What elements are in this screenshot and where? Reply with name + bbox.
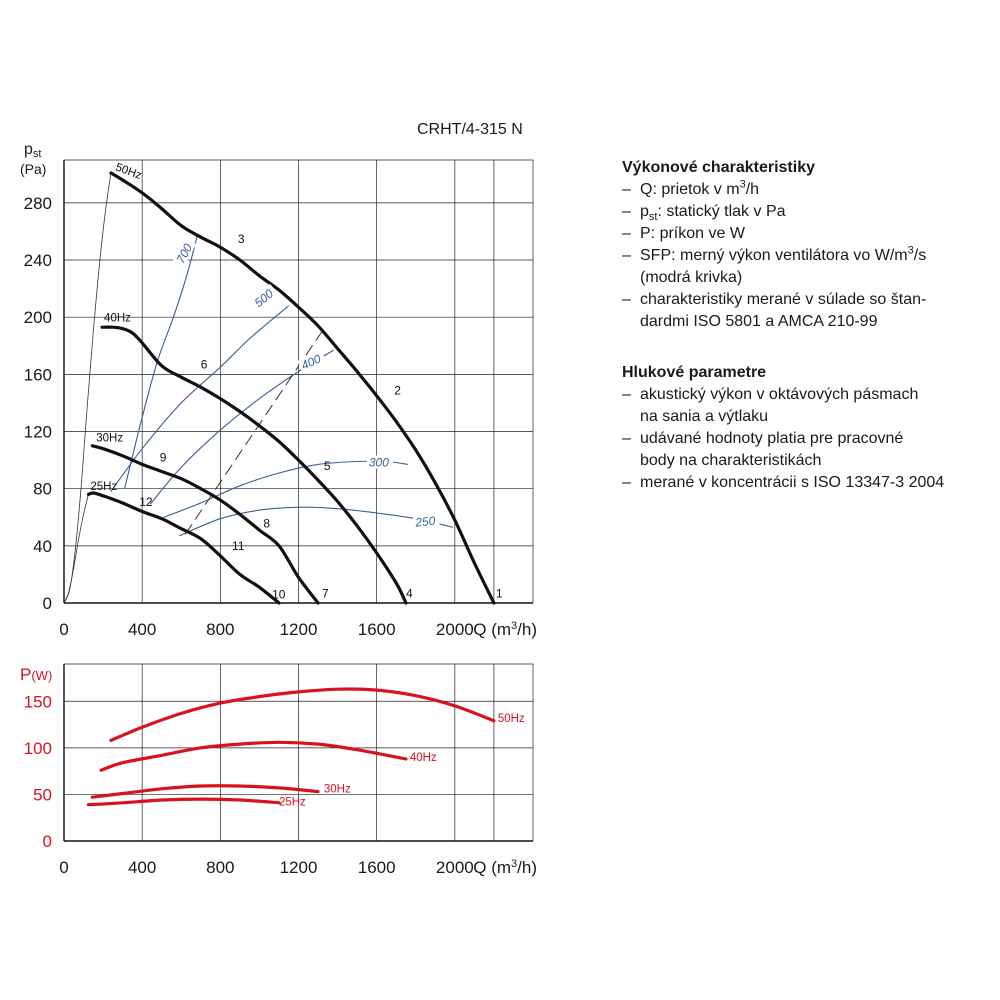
performance-item: charakteristiky merané v súlade so štan- (622, 289, 992, 311)
y-tick-label: 240 (24, 251, 52, 270)
optimum-dashed-line (184, 331, 323, 535)
point-label-3: 3 (238, 232, 245, 246)
noise-item: na sania a výtlaku (640, 408, 769, 425)
hz-label-30Hz: 30Hz (96, 433, 123, 445)
x-tick-label: 400 (128, 620, 156, 639)
y-tick-label: 200 (24, 308, 52, 327)
series-25Hz (86, 491, 281, 605)
x-tick-label: 0 (59, 620, 68, 639)
hz-label-50Hz: 50Hz (498, 713, 525, 725)
hz-label-25Hz: 25Hz (279, 797, 306, 809)
x-tick-label: 1200 (280, 620, 318, 639)
x-axis-label: Q (m3/h) (473, 858, 537, 877)
point-label-1: 1 (496, 586, 503, 600)
noise-panel: Hlukové parametre akustický výkon v oktá… (622, 362, 992, 494)
performance-item: SFP: merný výkon ventilátora vo W/m3/s (622, 245, 992, 267)
y-tick-label: 0 (43, 594, 52, 613)
point-label-11: 11 (232, 539, 245, 553)
x-tick-label: 2000 (436, 620, 474, 639)
point-label-7: 7 (322, 586, 329, 600)
point-label-2: 2 (394, 383, 401, 397)
hz-label-30Hz: 30Hz (324, 784, 351, 796)
performance-item: Q: prietok v m3/h (622, 179, 992, 201)
noise-item: udávané hodnoty platia pre pracovné (622, 428, 992, 450)
point-label-6: 6 (201, 358, 208, 372)
x-tick-label: 400 (128, 858, 156, 877)
point-label-9: 9 (160, 451, 167, 465)
y-tick-label: 50 (33, 785, 52, 804)
series-30Hz (90, 444, 320, 605)
y-tick-label: 80 (33, 480, 52, 499)
x-axis-label: Q (m3/h) (473, 620, 537, 639)
point-label-10: 10 (272, 588, 286, 602)
y-tick-label: 160 (24, 365, 52, 384)
x-tick-label: 1600 (358, 620, 396, 639)
system-curve-12 (63, 494, 89, 604)
point-label-5: 5 (324, 459, 331, 473)
hz-label-40Hz: 40Hz (410, 752, 437, 764)
sfp-label-bg (250, 283, 279, 311)
series-50Hz (109, 687, 496, 742)
sfp-label-bg (297, 349, 327, 373)
y-tick-label: 280 (24, 194, 52, 213)
noise-list: akustický výkon v oktávových pásmach na s… (622, 384, 992, 494)
y-tick-label: 40 (33, 537, 52, 556)
series-25Hz (86, 797, 281, 807)
sfp-curve-250 (179, 506, 454, 537)
performance-item: P: príkon ve W (622, 223, 992, 245)
y-tick-label: 100 (24, 739, 52, 758)
sfp-label-250: 250 (414, 514, 437, 530)
sfp-curve-400 (149, 349, 334, 505)
sfp-label-300: 300 (369, 456, 389, 470)
sfp-label-bg (366, 455, 393, 469)
sfp-label-bg (172, 237, 197, 268)
hz-label-40Hz: 40Hz (104, 312, 131, 324)
noise-item: body na charakteristikách (640, 452, 822, 469)
sfp-curve-700 (124, 237, 198, 489)
performance-list: Q: prietok v m3/hpst: statický tlak v Pa… (622, 179, 992, 333)
y-axis-unit: (Pa) (20, 161, 46, 177)
x-tick-label: 1600 (358, 858, 396, 877)
performance-item: pst: statický tlak v Pa (622, 201, 992, 223)
performance-panel: Výkonové charakteristiky Q: prietok v m3… (622, 157, 992, 333)
y-tick-label: 120 (24, 423, 52, 442)
performance-title: Výkonové charakteristiky (622, 159, 815, 176)
series-40Hz (100, 325, 408, 605)
series-30Hz (90, 784, 320, 799)
noise-title: Hlukové parametre (622, 364, 767, 381)
y-axis-label: pst (24, 141, 41, 160)
model-title: CRHT/4-315 N (417, 121, 523, 138)
performance-item: dardmi ISO 5801 a AMCA 210-99 (640, 313, 878, 330)
x-tick-label: 0 (59, 858, 68, 877)
x-tick-label: 2000 (436, 858, 474, 877)
series-50Hz (109, 171, 496, 605)
point-label-12: 12 (139, 495, 153, 509)
point-label-4: 4 (406, 586, 413, 600)
x-tick-label: 1200 (280, 858, 318, 877)
performance-item: (modrá krivka) (640, 269, 743, 286)
power-chart: 0 400 800 1200 1600 2000 0 50 100 150 Q (m3/h) 50Hz… (20, 663, 537, 877)
power-y-axis-label: P(W) (20, 665, 52, 684)
noise-item: merané v koncentrácii s ISO 13347-3 2004 (622, 472, 992, 494)
x-tick-label: 800 (206, 620, 234, 639)
series-40Hz (99, 740, 408, 772)
system-curve-1 (63, 172, 112, 604)
sfp-curve-500 (110, 305, 290, 492)
pressure-chart: 0 400 800 1200 1600 2000 0 40 80 120 160 200 240 280 Q… (20, 141, 537, 639)
sfp-label-bg (412, 513, 440, 529)
point-label-8: 8 (263, 516, 270, 530)
y-tick-label: 150 (24, 692, 52, 711)
noise-item: akustický výkon v oktávových pásmach (622, 384, 992, 406)
hz-label-25Hz: 25Hz (90, 481, 117, 493)
y-tick-label: 0 (43, 832, 52, 851)
x-tick-label: 800 (206, 858, 234, 877)
